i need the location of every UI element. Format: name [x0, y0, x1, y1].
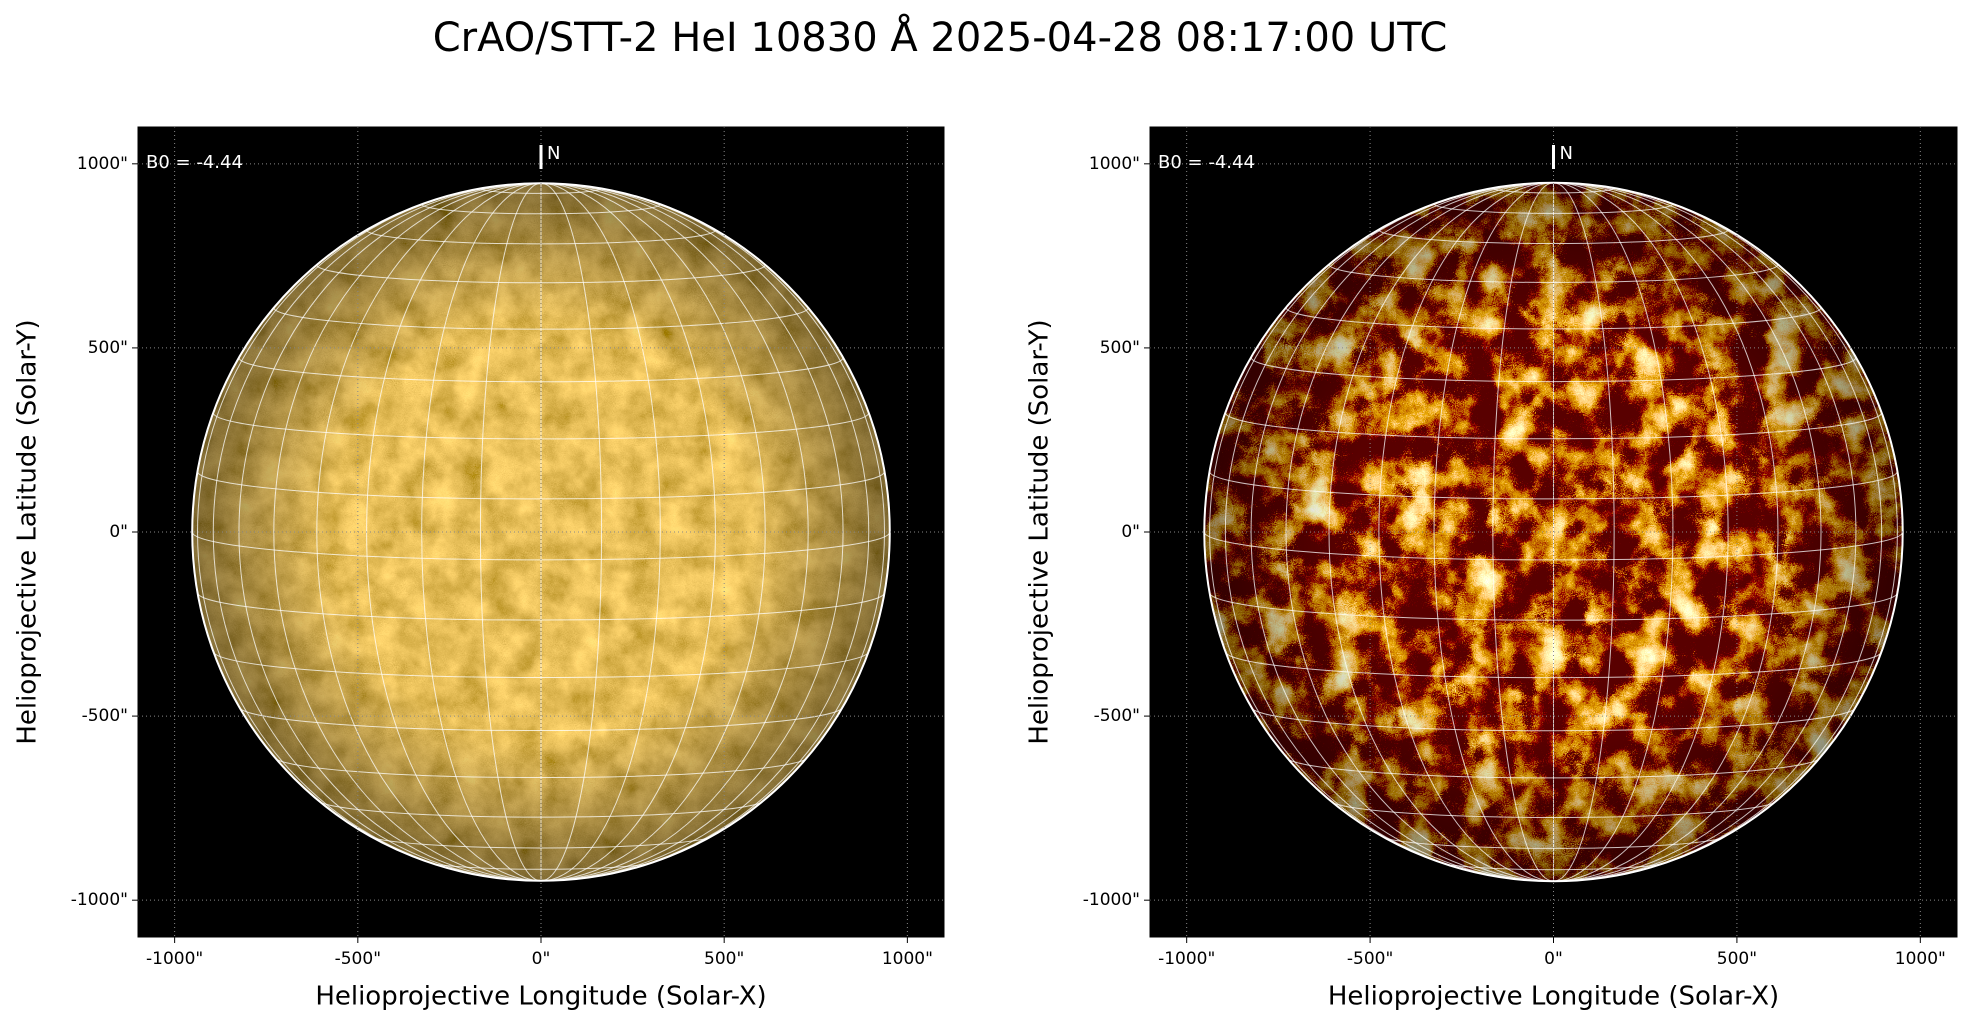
x-tick-label: 500" [1717, 949, 1757, 969]
x-tick-label: -500" [1347, 949, 1393, 969]
y-tick-label: -1000" [71, 890, 128, 910]
y-tick-label: -500" [82, 706, 128, 726]
meridian [1553, 182, 1729, 882]
meridian [540, 183, 766, 881]
y-tick-label: 1000" [1089, 154, 1140, 174]
meridian [1553, 182, 1883, 882]
parallel [1250, 706, 1857, 732]
parallel [316, 264, 766, 284]
x-tick-label: -1000" [1158, 949, 1215, 969]
y-tick-label: 0" [1121, 522, 1140, 542]
meridian [540, 183, 716, 881]
parallel [197, 592, 885, 621]
meridian [540, 183, 870, 881]
y-tick-label: 500" [88, 338, 128, 358]
parallel [1328, 799, 1779, 818]
y-tick-label: 500" [1100, 338, 1140, 358]
meridian [1553, 182, 1779, 882]
meridian [316, 183, 542, 881]
parallel [212, 651, 870, 679]
y-tick-label: -500" [1094, 706, 1140, 726]
parallel [1224, 412, 1883, 440]
axes-frame [1149, 126, 1958, 938]
b0-label: B0 = -4.44 [146, 152, 243, 173]
panel: -1000" -500" 0" 500" 1000" -1000" -500" 0" 500" 1… [13, 126, 945, 1012]
x-tick-label: -500" [335, 949, 381, 969]
parallel [212, 412, 870, 440]
meridian [479, 183, 542, 881]
meridian [421, 183, 542, 881]
parallel [1433, 203, 1674, 214]
meridian [1492, 182, 1554, 882]
meridian [540, 183, 661, 881]
b0-label: B0 = -4.44 [1158, 152, 1255, 173]
y-tick-label: 1000" [77, 154, 128, 174]
parallel [273, 756, 809, 779]
north-label: N [1560, 143, 1573, 164]
x-tick-label: 0" [1544, 949, 1563, 969]
parallel [1378, 834, 1729, 849]
x-tick-label: 0" [532, 949, 551, 969]
x-axis-label: Helioprojective Longitude (Solar-X) [315, 982, 766, 1012]
parallel [1285, 307, 1822, 330]
x-tick-label: -1000" [146, 949, 203, 969]
parallel [421, 204, 661, 215]
north-label: N [547, 143, 560, 164]
parallel [1328, 264, 1779, 283]
parallel [1224, 651, 1883, 679]
parallel [479, 188, 603, 194]
parallel [1285, 756, 1822, 779]
meridian [273, 183, 542, 881]
y-axis-label: Helioprojective Latitude (Solar-Y) [1025, 319, 1055, 744]
parallel [1209, 471, 1898, 500]
parallel [238, 706, 844, 732]
x-tick-label: 1000" [1895, 949, 1946, 969]
y-tick-label: -1000" [1083, 890, 1140, 910]
meridian [1328, 182, 1554, 882]
parallel [1250, 357, 1857, 383]
parallel [1492, 187, 1615, 194]
figure-title: CrAO/STT-2 HeI 10830 Å 2025-04-28 08:17:… [433, 13, 1448, 61]
parallel [197, 471, 885, 500]
meridian [540, 183, 603, 881]
parallel [273, 307, 809, 330]
meridian [1553, 182, 1822, 882]
meridian [238, 183, 542, 881]
y-tick-label: 0" [109, 522, 128, 542]
parallel [366, 833, 716, 849]
parallel [1209, 592, 1898, 621]
panel: -1000" -500" 0" 500" 1000" -1000" -500" 0" 500" 1… [1025, 126, 1958, 1012]
x-tick-label: 1000" [882, 949, 933, 969]
parallel [238, 357, 844, 383]
parallel [316, 799, 766, 818]
meridian [1553, 182, 1857, 882]
y-axis-label: Helioprojective Latitude (Solar-Y) [13, 319, 43, 744]
x-axis-label: Helioprojective Longitude (Solar-X) [1328, 982, 1779, 1012]
meridian [1250, 182, 1554, 882]
axes-frame [137, 126, 945, 938]
meridian [1553, 182, 1674, 882]
x-tick-label: 500" [704, 949, 744, 969]
meridian [540, 183, 809, 881]
meridian [212, 183, 542, 881]
meridian [1224, 182, 1554, 882]
